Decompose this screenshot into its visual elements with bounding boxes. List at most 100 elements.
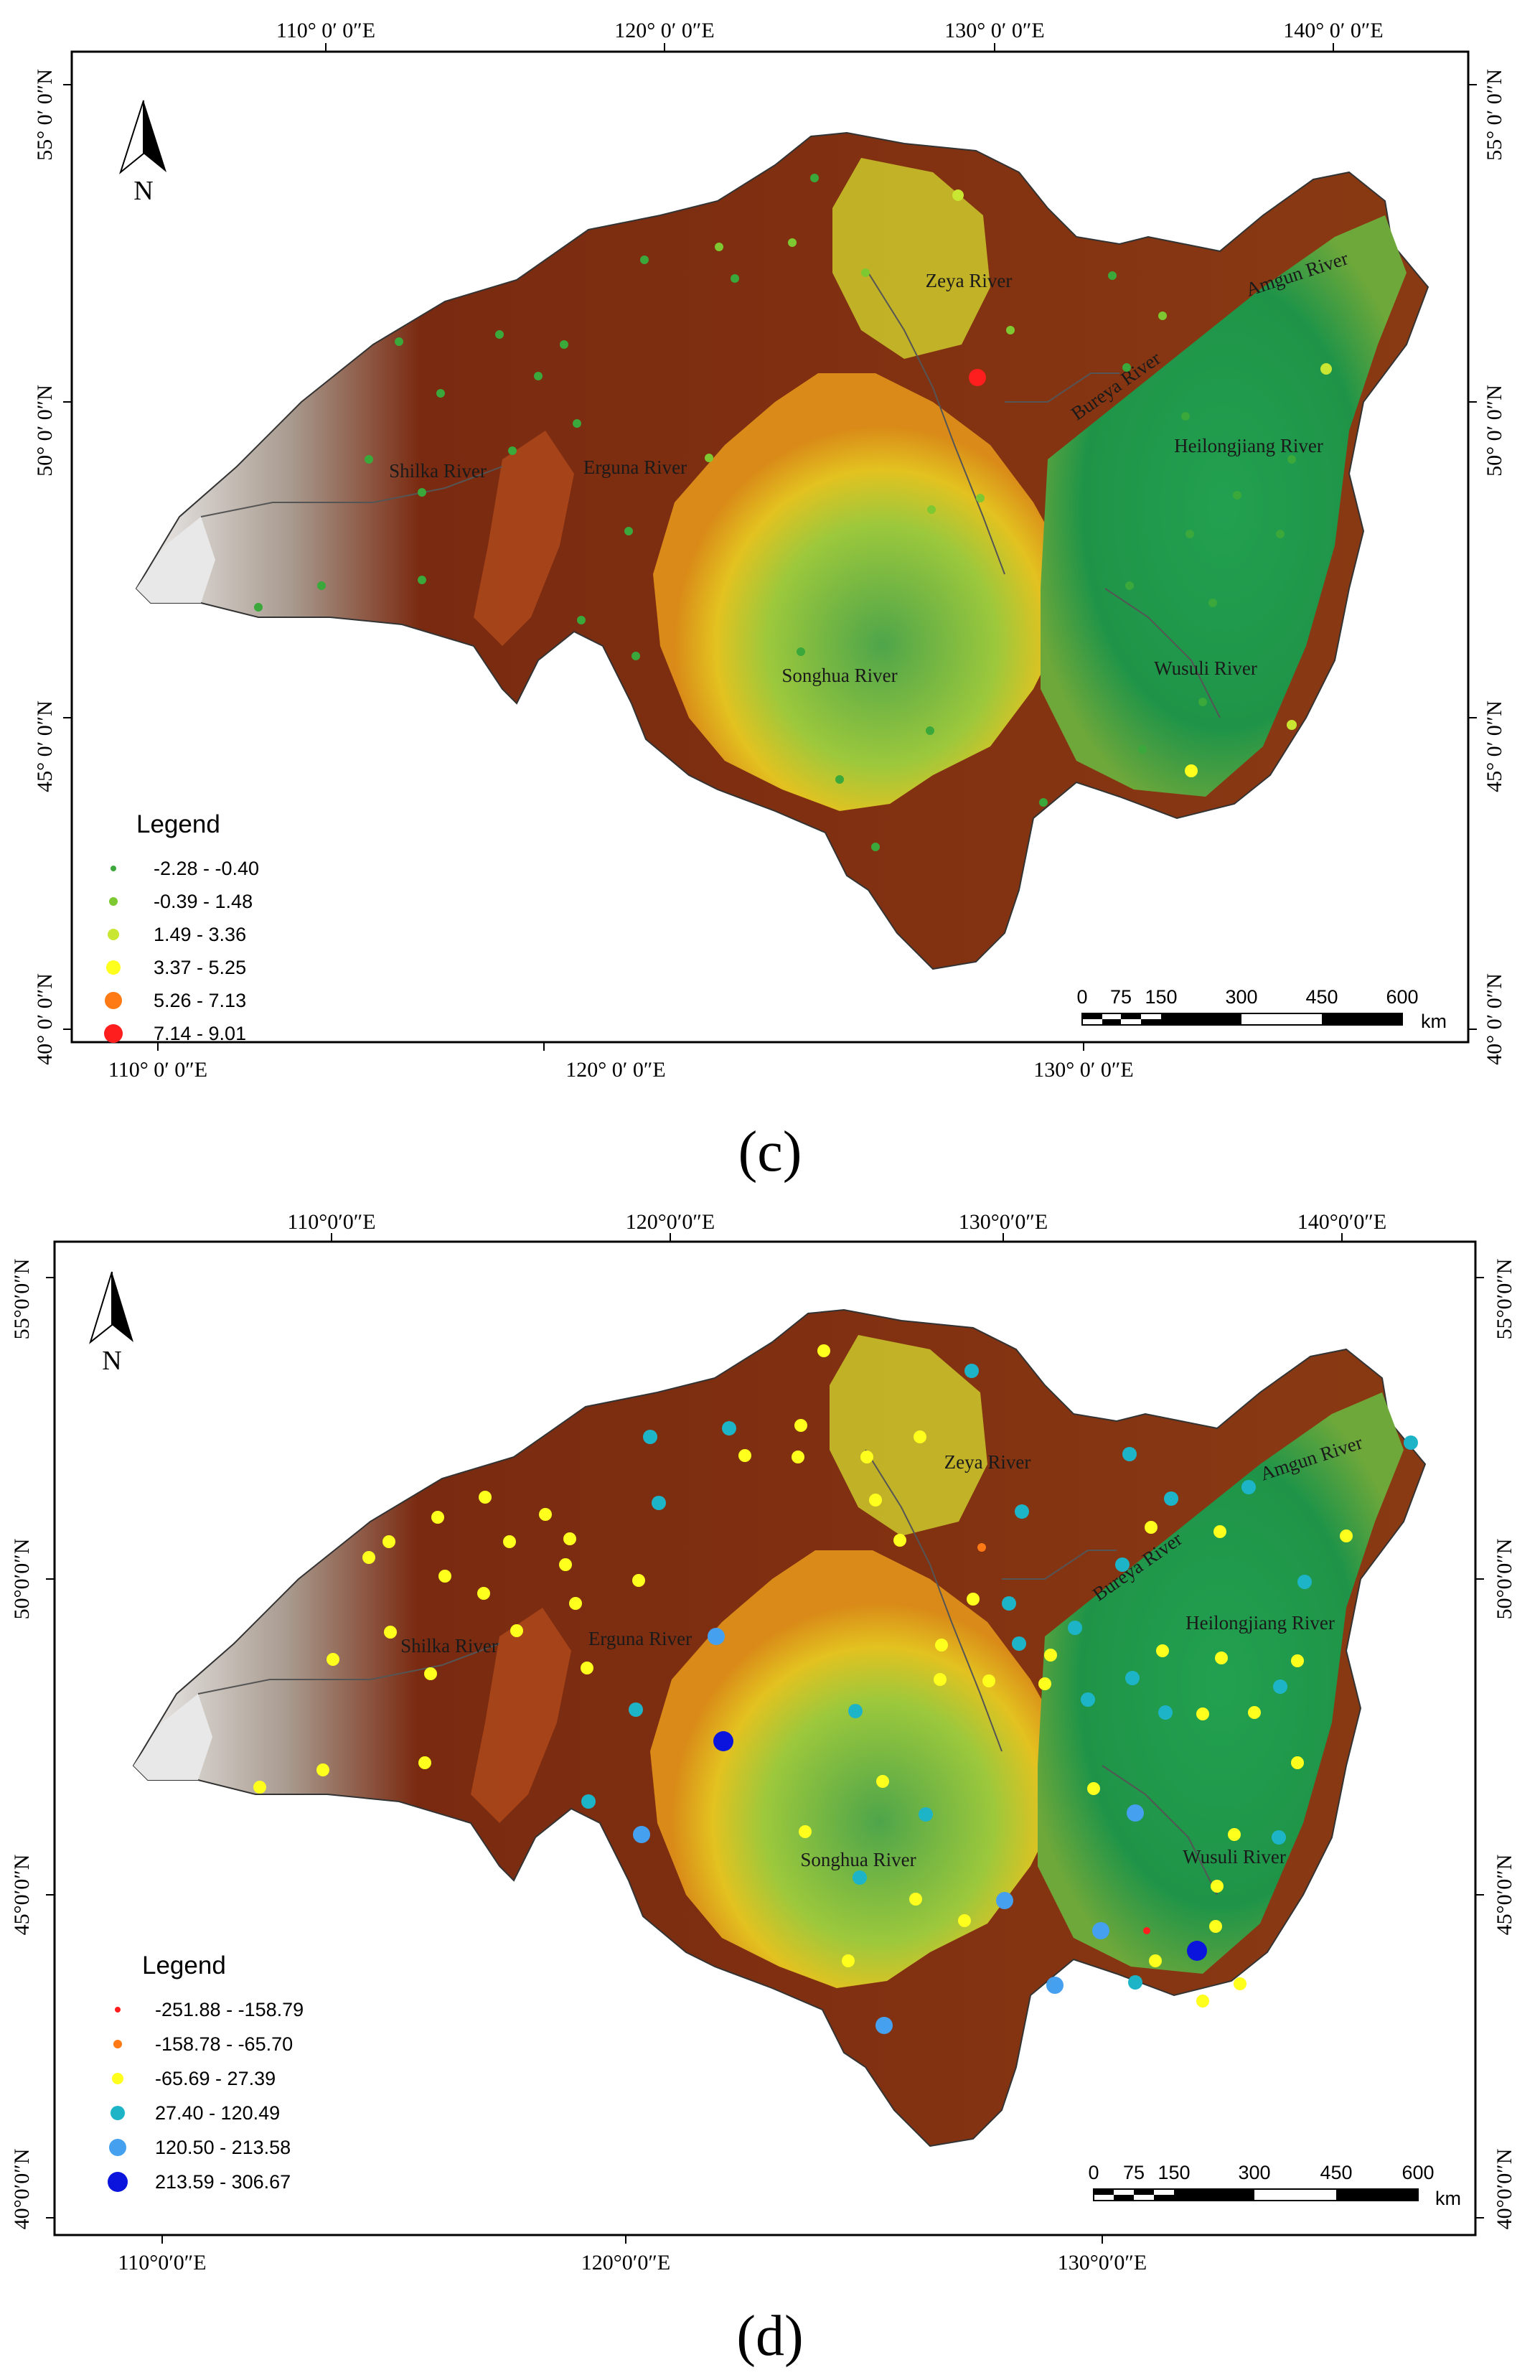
river-label: Zeya River bbox=[944, 1451, 1031, 1473]
station-point bbox=[1125, 581, 1134, 590]
axis-top-label: 140° 0′ 0″E bbox=[1283, 19, 1383, 42]
legend-label: -0.39 - 1.48 bbox=[154, 891, 253, 912]
station-point bbox=[935, 1639, 948, 1652]
station-point bbox=[510, 1624, 523, 1637]
station-point bbox=[982, 1674, 995, 1687]
map-panel-d: 110°0′0″E 120°0′0″E 130°0′0″E 140°0′0″E … bbox=[0, 1191, 1540, 2380]
station-point bbox=[559, 1558, 572, 1571]
scale-tick-label: 75 bbox=[1123, 2162, 1145, 2183]
axis-right-label: 40°0′0″N bbox=[1493, 2149, 1516, 2230]
station-point bbox=[1138, 745, 1147, 754]
legend-swatch bbox=[112, 2073, 123, 2084]
axis-top-label: 120°0′0″E bbox=[626, 1210, 715, 1234]
station-point bbox=[581, 1662, 593, 1674]
station-point bbox=[317, 581, 326, 590]
station-point bbox=[1211, 1880, 1224, 1893]
legend-swatch bbox=[104, 1024, 123, 1043]
map-panel-c: 110° 0′ 0″E 120° 0′ 0″E 130° 0′ 0″E 140°… bbox=[33, 19, 1506, 1184]
river-label: Songhua River bbox=[781, 665, 897, 686]
station-point bbox=[977, 1543, 986, 1552]
station-point bbox=[1002, 1596, 1016, 1611]
station-point bbox=[418, 488, 426, 497]
station-point bbox=[1215, 1652, 1228, 1664]
station-point bbox=[860, 1451, 873, 1463]
station-point bbox=[436, 389, 445, 398]
station-point bbox=[1340, 1529, 1353, 1542]
station-point bbox=[581, 1794, 596, 1809]
axis-right-label: 55° 0′ 0″N bbox=[1483, 69, 1506, 161]
station-point bbox=[1156, 1644, 1169, 1657]
axis-left-label: 40° 0′ 0″N bbox=[33, 973, 57, 1065]
station-point bbox=[1068, 1621, 1082, 1635]
legend-swatch bbox=[108, 929, 119, 940]
river-label: Heilongjiang River bbox=[1185, 1612, 1335, 1634]
station-point bbox=[722, 1421, 736, 1435]
legend-label: 5.26 - 7.13 bbox=[154, 990, 246, 1011]
axis-top-label: 130° 0′ 0″E bbox=[944, 19, 1044, 42]
station-point bbox=[1128, 1975, 1142, 1990]
scale-tick-label: 150 bbox=[1145, 986, 1177, 1008]
station-point bbox=[1272, 1830, 1286, 1845]
axis-top-label: 120° 0′ 0″E bbox=[614, 19, 714, 42]
scale-tick-label: 300 bbox=[1238, 2162, 1270, 2183]
station-point bbox=[1185, 530, 1194, 538]
axis-right-label: 55°0′0″N bbox=[1493, 1259, 1516, 1340]
scale-tick-label: 600 bbox=[1386, 986, 1418, 1008]
river-label: Wusuli River bbox=[1154, 657, 1257, 679]
station-point bbox=[1185, 764, 1198, 777]
scale-tick-label: 150 bbox=[1158, 2162, 1190, 2183]
axis-left-label: 55° 0′ 0″N bbox=[33, 69, 57, 161]
scale-tick-label: 75 bbox=[1110, 986, 1132, 1008]
station-point bbox=[1287, 720, 1297, 730]
legend-swatch bbox=[109, 897, 118, 906]
scale-tick-label: 450 bbox=[1320, 2162, 1352, 2183]
legend-title: Legend bbox=[136, 810, 220, 838]
station-point bbox=[1145, 1521, 1158, 1534]
panel-caption-c: (c) bbox=[738, 1120, 802, 1184]
station-point bbox=[919, 1807, 933, 1822]
station-point bbox=[438, 1570, 451, 1583]
scale-tick-label: 0 bbox=[1088, 2162, 1099, 2183]
axis-bottom-label: 110° 0′ 0″E bbox=[108, 1058, 207, 1082]
station-point bbox=[853, 1870, 867, 1885]
station-point bbox=[1158, 1705, 1173, 1720]
scale-tick-label: 300 bbox=[1225, 986, 1257, 1008]
station-point bbox=[1213, 1525, 1226, 1538]
station-point bbox=[1196, 1995, 1209, 2007]
station-point bbox=[560, 340, 568, 349]
station-point bbox=[1125, 1671, 1140, 1685]
station-point bbox=[1158, 311, 1167, 320]
station-point bbox=[1228, 1828, 1241, 1841]
station-point bbox=[624, 527, 633, 535]
map-figure-c: 110° 0′ 0″E 120° 0′ 0″E 130° 0′ 0″E 140°… bbox=[33, 19, 1506, 1082]
legend-swatch bbox=[111, 866, 116, 871]
axis-right-label: 50°0′0″N bbox=[1493, 1539, 1516, 1620]
station-point bbox=[1291, 1756, 1304, 1769]
station-point bbox=[797, 647, 805, 656]
station-point bbox=[563, 1532, 576, 1545]
station-point bbox=[952, 189, 964, 201]
station-point bbox=[418, 576, 426, 584]
legend-label: 1.49 - 3.36 bbox=[154, 924, 246, 945]
north-label: N bbox=[133, 176, 153, 206]
north-label: N bbox=[102, 1346, 121, 1376]
station-point bbox=[395, 337, 403, 346]
station-point bbox=[424, 1667, 437, 1680]
station-point bbox=[365, 455, 373, 464]
station-point bbox=[705, 454, 713, 462]
station-point bbox=[577, 616, 586, 624]
axis-left-label: 50°0′0″N bbox=[10, 1539, 34, 1620]
station-point bbox=[1015, 1504, 1029, 1519]
axis-left-label: 40°0′0″N bbox=[10, 2149, 34, 2230]
station-point bbox=[1122, 1447, 1137, 1461]
station-point bbox=[1276, 530, 1285, 538]
legend-swatch bbox=[109, 2139, 126, 2156]
station-point bbox=[1297, 1575, 1312, 1589]
station-point bbox=[817, 1344, 830, 1357]
legend-label: 120.50 - 213.58 bbox=[155, 2137, 291, 2158]
station-point bbox=[1122, 363, 1131, 372]
legend-label: 27.40 - 120.49 bbox=[155, 2102, 280, 2124]
legend-label: -251.88 - -158.79 bbox=[155, 1999, 304, 2020]
river-label: Zeya River bbox=[926, 270, 1013, 291]
station-point bbox=[316, 1763, 329, 1776]
